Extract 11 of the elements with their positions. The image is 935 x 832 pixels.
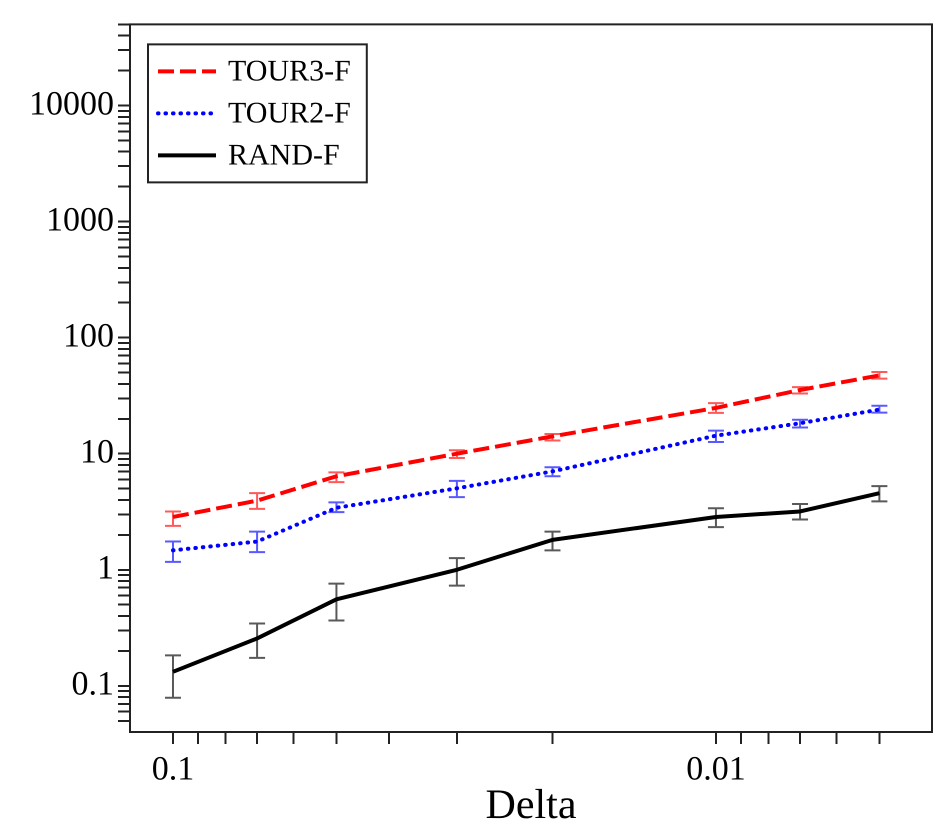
legend-label: TOUR2-F <box>228 96 351 130</box>
y-tick-label: 1 <box>97 550 114 587</box>
y-tick-label: 10000 <box>29 85 114 122</box>
legend-label: RAND-F <box>228 138 340 172</box>
y-tick-label: 0.1 <box>72 666 114 703</box>
x-tick-label: 0.01 <box>686 750 746 788</box>
y-tick-label: 10 <box>80 434 114 471</box>
y-tick-label: 100 <box>63 318 114 355</box>
legend-label: TOUR3-F <box>228 54 351 88</box>
y-tick-label: 1000 <box>46 202 114 238</box>
x-axis-title: Delta <box>486 782 577 828</box>
